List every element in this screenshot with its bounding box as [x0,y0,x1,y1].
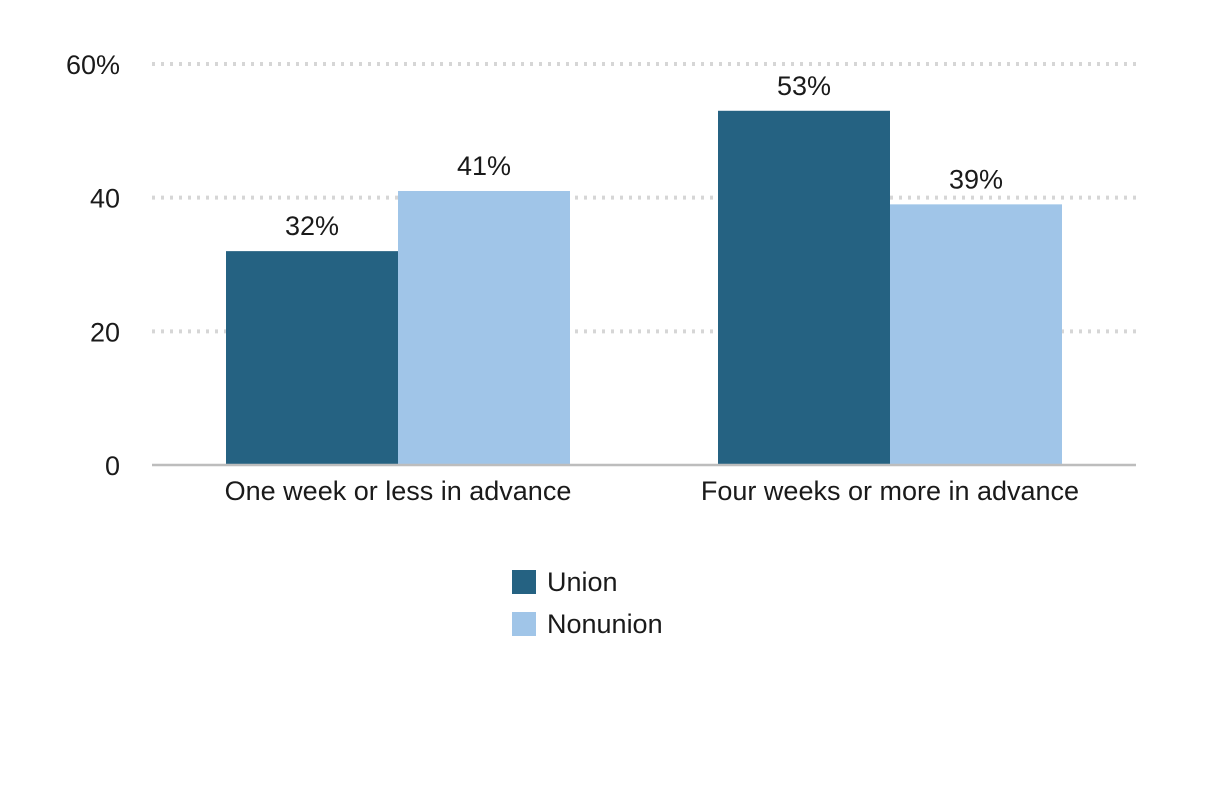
labels: 0 20 40 60% 32% 41% One week or less in advanc… [66,50,1079,506]
legend-label-union: Union [547,567,618,597]
y-tick-label: 60% [66,50,120,80]
bar-nonunion [398,190,570,465]
y-tick-label: 40 [90,184,120,214]
bars [226,110,1062,466]
legend: Union Nonunion [512,567,663,639]
bar-union [718,110,890,466]
legend-swatch-nonunion [512,612,536,636]
x-category-label: One week or less in advance [225,476,572,506]
legend-swatch-union [512,570,536,594]
legend-label-nonunion: Nonunion [547,609,663,639]
y-tick-label: 0 [105,451,120,481]
data-label: 32% [285,211,339,241]
data-label: 41% [457,151,511,181]
bar-union [226,251,398,465]
y-tick-label: 20 [90,317,120,347]
data-label: 53% [777,71,831,101]
data-label: 39% [949,164,1003,194]
x-category-label: Four weeks or more in advance [701,476,1079,506]
bar-nonunion [890,204,1062,465]
